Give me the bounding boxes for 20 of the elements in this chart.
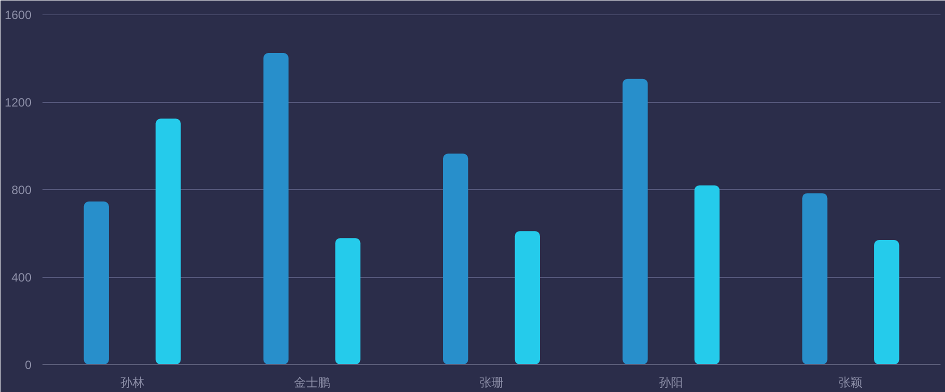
bar — [443, 154, 468, 364]
bar — [263, 53, 289, 364]
x-tick-label: 张珊 — [480, 376, 504, 390]
y-tick-label: 800 — [11, 183, 32, 197]
bar — [156, 118, 181, 364]
x-tick-label: 张颖 — [838, 376, 863, 390]
bar — [514, 231, 540, 364]
bar — [802, 193, 828, 364]
y-tick-label: 400 — [11, 270, 32, 284]
y-tick-label: 1600 — [4, 8, 32, 22]
y-tick-label: 1200 — [4, 96, 32, 110]
x-tick-label: 孙林 — [120, 376, 144, 390]
x-tick-label: 孙阳 — [659, 376, 684, 390]
bar — [84, 202, 109, 364]
bar — [622, 78, 648, 364]
bar — [874, 240, 900, 364]
y-tick-label: 0 — [24, 358, 32, 372]
bar — [335, 238, 360, 364]
x-tick-label: 金士鹏 — [294, 376, 330, 390]
bar — [694, 185, 720, 364]
